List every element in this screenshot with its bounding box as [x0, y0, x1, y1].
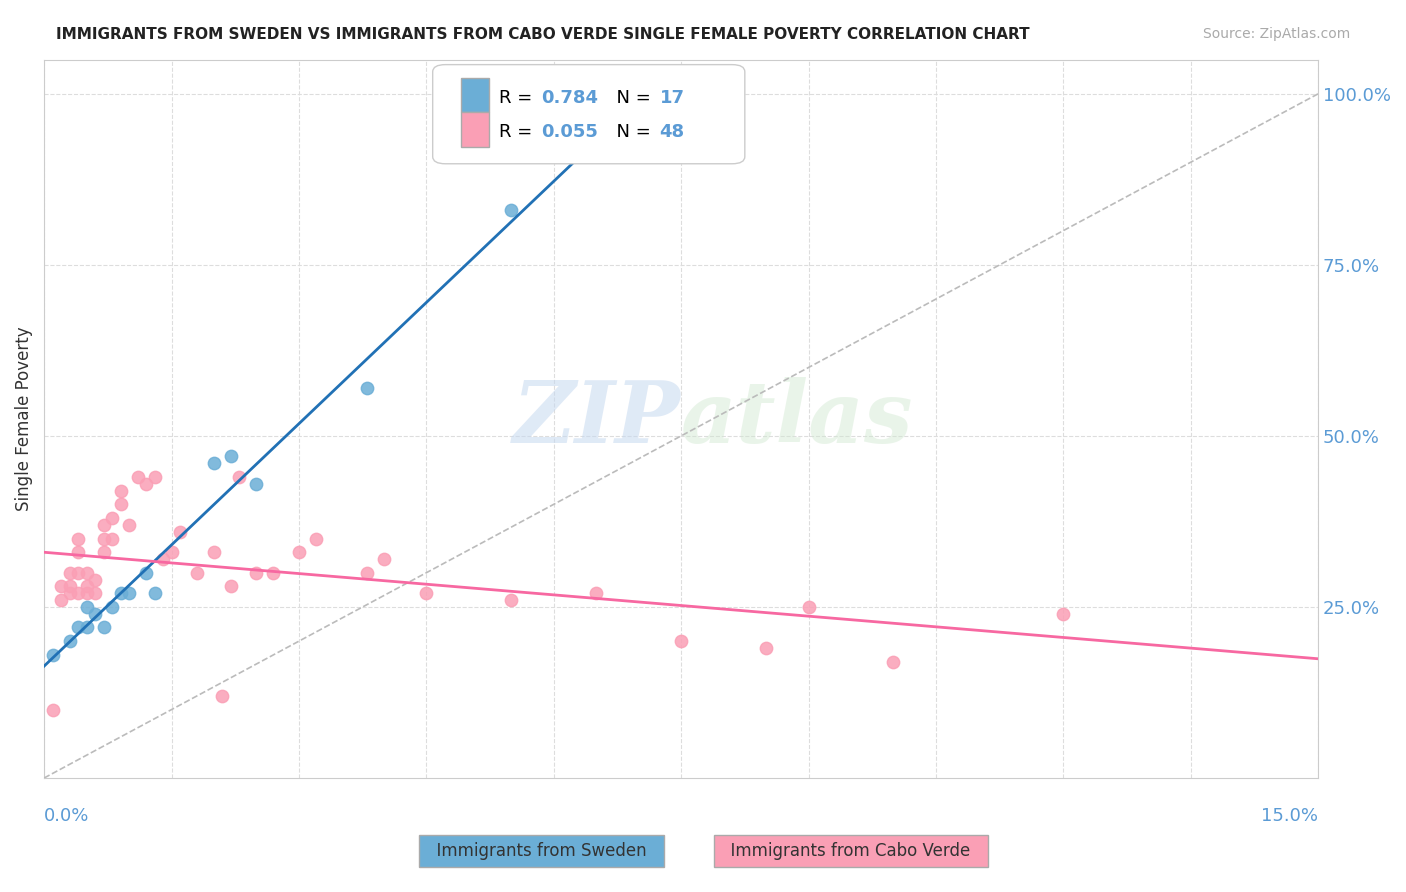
Point — [58, 634, 80, 648]
Y-axis label: Single Female Poverty: Single Female Poverty — [15, 326, 32, 511]
Point — [797, 599, 820, 614]
Point — [118, 586, 141, 600]
Text: 0.0%: 0.0% — [44, 806, 90, 825]
Point — [67, 532, 90, 546]
Point — [305, 532, 328, 546]
Point — [135, 566, 157, 580]
Point — [110, 586, 132, 600]
Point — [58, 579, 80, 593]
Point — [41, 703, 63, 717]
Point — [143, 586, 166, 600]
Point — [101, 599, 124, 614]
Point — [76, 599, 98, 614]
Point — [169, 524, 191, 539]
Point — [152, 552, 174, 566]
Point — [41, 648, 63, 662]
Point — [501, 203, 523, 218]
Point — [127, 470, 149, 484]
Text: 0.055: 0.055 — [541, 123, 598, 141]
Point — [84, 607, 107, 621]
Point — [245, 566, 267, 580]
Text: atlas: atlas — [681, 377, 914, 460]
FancyBboxPatch shape — [461, 78, 489, 112]
Point — [219, 579, 242, 593]
Point — [415, 586, 437, 600]
Text: ZIP: ZIP — [513, 377, 681, 460]
Point — [58, 586, 80, 600]
Point — [501, 593, 523, 607]
Point — [93, 620, 115, 634]
Point — [882, 655, 904, 669]
Point — [101, 532, 124, 546]
FancyBboxPatch shape — [461, 112, 489, 146]
Point — [67, 586, 90, 600]
Point — [84, 586, 107, 600]
Point — [669, 634, 692, 648]
Text: 15.0%: 15.0% — [1261, 806, 1319, 825]
Point — [143, 470, 166, 484]
Text: R =: R = — [499, 88, 538, 107]
Point — [1052, 607, 1074, 621]
Point — [101, 511, 124, 525]
Text: N =: N = — [605, 123, 657, 141]
Point — [373, 552, 395, 566]
Point — [211, 689, 233, 703]
Point — [93, 532, 115, 546]
Point — [356, 381, 378, 395]
Point — [186, 566, 208, 580]
Text: IMMIGRANTS FROM SWEDEN VS IMMIGRANTS FROM CABO VERDE SINGLE FEMALE POVERTY CORRE: IMMIGRANTS FROM SWEDEN VS IMMIGRANTS FRO… — [56, 27, 1029, 42]
Point — [67, 545, 90, 559]
Point — [228, 470, 250, 484]
Point — [202, 456, 225, 470]
Text: Immigrants from Sweden: Immigrants from Sweden — [426, 842, 657, 860]
Point — [67, 620, 90, 634]
Point — [49, 579, 72, 593]
Point — [84, 573, 107, 587]
FancyBboxPatch shape — [433, 64, 745, 164]
Point — [58, 566, 80, 580]
Point — [93, 545, 115, 559]
Text: 48: 48 — [659, 123, 685, 141]
Point — [755, 640, 778, 655]
Point — [245, 476, 267, 491]
Text: Source: ZipAtlas.com: Source: ZipAtlas.com — [1202, 27, 1350, 41]
Point — [49, 593, 72, 607]
Point — [262, 566, 284, 580]
Point — [219, 450, 242, 464]
Point — [93, 517, 115, 532]
Point — [76, 579, 98, 593]
Point — [110, 497, 132, 511]
Text: 0.784: 0.784 — [541, 88, 598, 107]
Point — [356, 566, 378, 580]
Text: 17: 17 — [659, 88, 685, 107]
Point — [585, 586, 607, 600]
Point — [76, 620, 98, 634]
Text: Immigrants from Cabo Verde: Immigrants from Cabo Verde — [720, 842, 981, 860]
Point — [288, 545, 311, 559]
Point — [135, 476, 157, 491]
Point — [67, 566, 90, 580]
Point — [118, 517, 141, 532]
Point — [76, 566, 98, 580]
Point — [110, 483, 132, 498]
Text: R =: R = — [499, 123, 538, 141]
Point — [202, 545, 225, 559]
Point — [160, 545, 183, 559]
Point — [76, 586, 98, 600]
Text: N =: N = — [605, 88, 657, 107]
